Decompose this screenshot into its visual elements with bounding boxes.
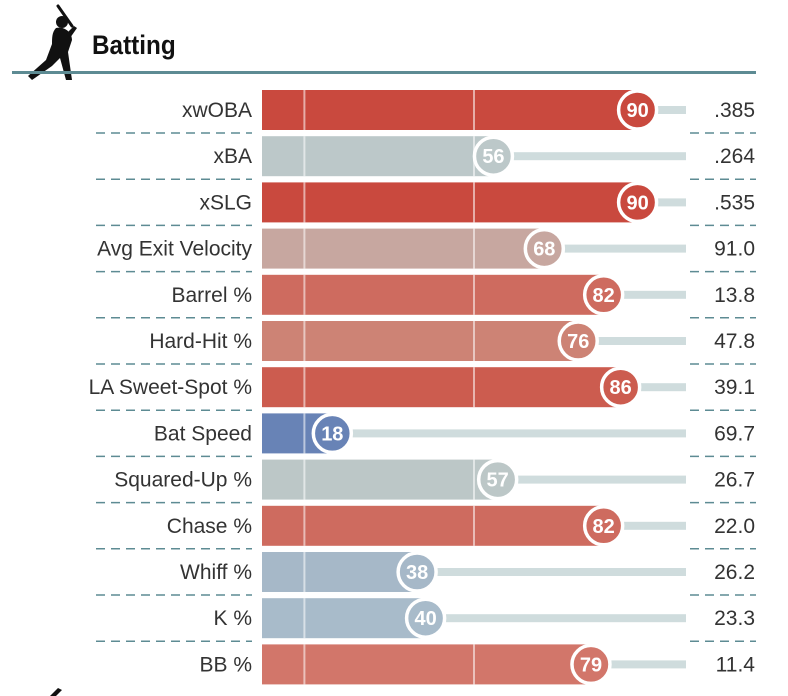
- stat-value: 26.7: [714, 469, 755, 492]
- percentile-value: 76: [567, 331, 589, 353]
- track-line: [425, 614, 686, 623]
- percentile-circle: [472, 135, 515, 177]
- track-line: [417, 568, 686, 576]
- stat-value: .535: [714, 191, 755, 214]
- percentile-bar: [262, 644, 591, 685]
- stat-value: 11.4: [716, 653, 756, 676]
- track-line: [637, 198, 686, 207]
- stat-value: .264: [714, 145, 755, 168]
- header-divider: [12, 71, 756, 74]
- track-line: [493, 152, 686, 161]
- track-line: [603, 521, 686, 530]
- stat-value: 26.2: [714, 561, 755, 584]
- percentile-value: 79: [580, 654, 602, 676]
- metric-label: LA Sweet-Spot %: [89, 376, 252, 399]
- percentile-circle: [599, 366, 642, 408]
- percentile-value: 86: [610, 377, 632, 399]
- percentile-bar: [262, 90, 638, 130]
- percentile-bar: [262, 552, 418, 592]
- percentile-circle: [582, 505, 625, 547]
- metric-label: Barrel %: [171, 284, 252, 307]
- percentile-value: 90: [626, 100, 648, 122]
- percentile-value: 18: [321, 423, 343, 445]
- track-line: [544, 244, 686, 253]
- partial-icon: [50, 688, 62, 696]
- track-line: [332, 429, 686, 438]
- metric-label: xSLG: [199, 191, 252, 214]
- metric-label: Squared-Up %: [114, 469, 252, 492]
- metric-label: Hard-Hit %: [149, 330, 252, 353]
- percentile-bar: [262, 274, 604, 315]
- percentile-bar: [262, 459, 498, 500]
- metric-label: BB %: [199, 653, 252, 676]
- metric-label: Bat Speed: [154, 422, 252, 445]
- percentile-value: 90: [626, 192, 648, 214]
- percentile-bar: [262, 367, 621, 408]
- track-line: [603, 290, 686, 299]
- percentile-bar: [262, 598, 426, 639]
- stat-value: 39.1: [714, 376, 755, 399]
- percentile-circle: [311, 412, 354, 455]
- track-line: [637, 106, 686, 114]
- track-line: [590, 660, 686, 669]
- metric-label: xwOBA: [182, 99, 252, 122]
- stat-value: 23.3: [714, 607, 755, 630]
- percentile-value: 40: [414, 608, 436, 630]
- metric-label: Whiff %: [180, 561, 252, 584]
- percentile-bar: [262, 321, 579, 361]
- section-header: Batting: [0, 0, 788, 80]
- metric-label: K %: [213, 607, 252, 630]
- stat-value: 47.8: [714, 330, 755, 353]
- percentile-value: 82: [593, 516, 615, 538]
- percentile-value: 82: [593, 285, 615, 307]
- percentile-circle: [523, 227, 566, 270]
- percentile-circle: [476, 458, 519, 501]
- percentile-bar: [262, 505, 604, 546]
- stat-value: .385: [714, 99, 755, 122]
- percentile-circle: [396, 551, 438, 593]
- track-line: [578, 337, 686, 345]
- percentile-circle: [616, 89, 659, 131]
- stat-value: 91.0: [714, 238, 755, 261]
- percentile-circle: [582, 274, 625, 316]
- metric-label: Avg Exit Velocity: [97, 238, 252, 261]
- percentile-value: 56: [482, 146, 504, 168]
- metric-label: Chase %: [167, 515, 252, 538]
- percentile-circle: [404, 597, 447, 639]
- batter-silhouette-icon: [28, 4, 77, 80]
- metric-label: xBA: [213, 145, 252, 168]
- track-line: [620, 383, 686, 392]
- percentile-circle: [616, 181, 659, 224]
- percentile-circle: [557, 320, 599, 362]
- stat-value: 13.8: [714, 284, 755, 307]
- stat-value: 69.7: [714, 422, 755, 445]
- section-title: Batting: [92, 30, 176, 60]
- percentile-bar: [262, 136, 494, 177]
- track-line: [497, 475, 686, 484]
- percentile-bar: [262, 228, 545, 269]
- percentile-value: 68: [533, 239, 555, 261]
- percentile-value: 38: [406, 562, 428, 584]
- percentile-circle: [570, 643, 612, 686]
- percentile-value: 57: [487, 470, 509, 492]
- percentile-bar: [262, 182, 638, 223]
- stat-value: 22.0: [714, 515, 755, 538]
